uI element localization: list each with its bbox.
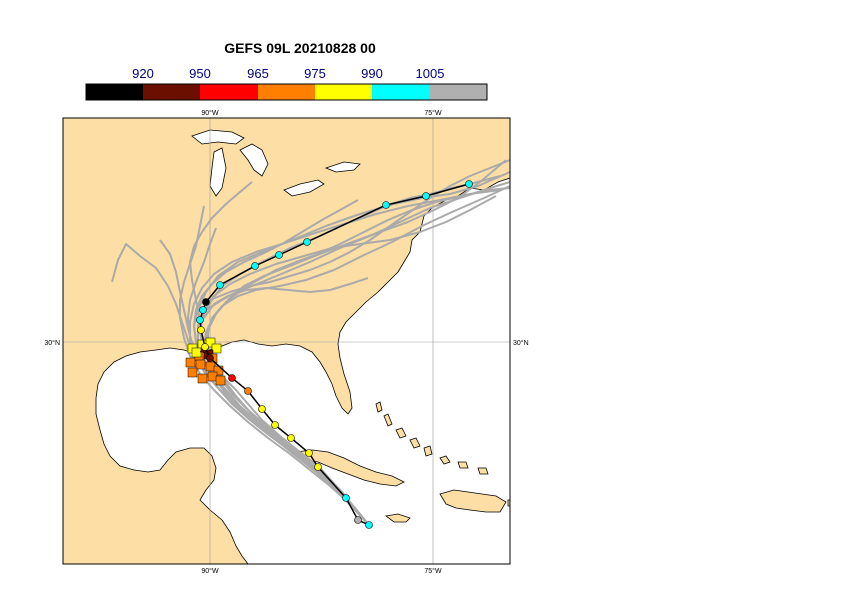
track-point (202, 298, 210, 306)
lat-label-left-30n: 30°N (44, 339, 60, 347)
track-point (382, 201, 390, 209)
track-point (196, 316, 204, 324)
colorbar (85, 83, 488, 101)
colorbar-label-1005: 1005 (415, 66, 445, 81)
track-point (258, 405, 266, 413)
colorbar-label-950: 950 (189, 66, 211, 81)
track-point (271, 421, 279, 429)
track-point (287, 434, 295, 442)
track-point (199, 306, 207, 314)
colorbar-swatch-4 (315, 84, 372, 100)
bahamas-islands (375, 401, 489, 475)
track-point (305, 449, 313, 457)
hispaniola-land (439, 489, 507, 513)
ensemble-mean-track (196, 180, 473, 529)
track-point (197, 326, 205, 334)
colorbar-swatch-2 (200, 84, 258, 100)
track-point (314, 463, 322, 471)
jamaica-land (385, 513, 411, 523)
track-point (354, 516, 362, 524)
great-lakes (191, 129, 361, 197)
track-point (422, 192, 430, 200)
lon-label-bottom-90w: 90°W (201, 567, 219, 575)
map-area (63, 118, 510, 564)
track-point (228, 374, 236, 382)
map-frame (62, 117, 511, 565)
lat-label-right-30n: 30°N (513, 339, 529, 347)
lon-label-top-90w: 90°W (201, 109, 219, 117)
track-point (206, 354, 214, 362)
track-point (251, 262, 259, 270)
lon-label-bottom-75w: 75°W (424, 567, 442, 575)
colorbar-swatch-0 (86, 84, 143, 100)
colorbar-label-990: 990 (361, 66, 383, 81)
track-point (216, 281, 224, 289)
colorbar-swatch-1 (143, 84, 200, 100)
track-point (201, 343, 209, 351)
track-point (303, 238, 311, 246)
track-point (465, 180, 473, 188)
map-title: GEFS 09L 20210828 00 (224, 40, 376, 56)
colorbar-swatch-5 (372, 84, 430, 100)
track-point (275, 251, 283, 259)
lon-label-top-75w: 75°W (424, 109, 442, 117)
colorbar-label-920: 920 (132, 66, 154, 81)
track-point (365, 521, 373, 529)
track-point (342, 494, 350, 502)
cuba-land (295, 449, 405, 487)
colorbar-label-975: 975 (304, 66, 326, 81)
colorbar-label-965: 965 (247, 66, 269, 81)
track-point (244, 387, 252, 395)
colorbar-swatch-6 (430, 84, 487, 100)
colorbar-swatch-3 (258, 84, 315, 100)
